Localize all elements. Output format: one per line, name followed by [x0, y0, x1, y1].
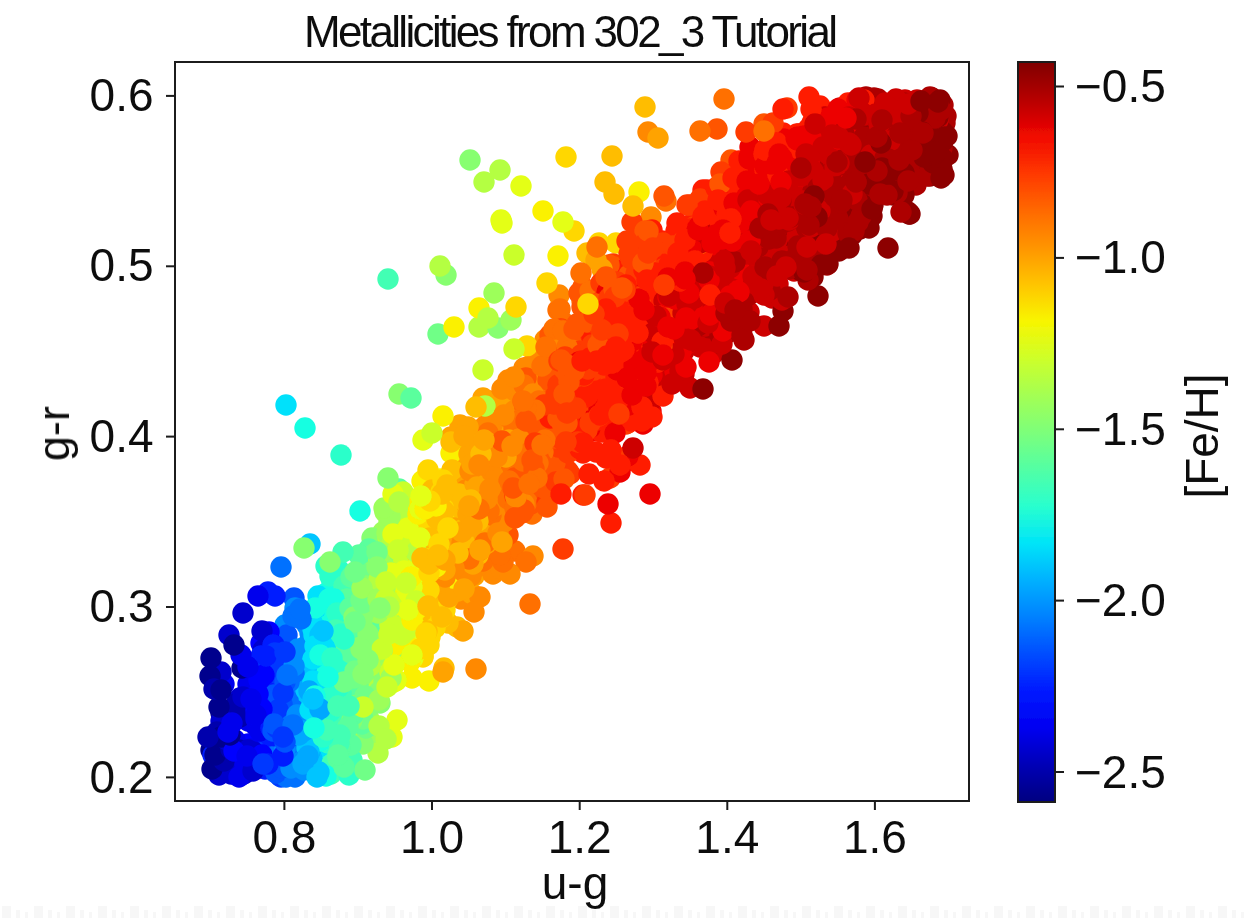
svg-text:1.0: 1.0	[400, 811, 464, 863]
svg-text:u-g: u-g	[542, 857, 608, 909]
svg-text:0.5: 0.5	[90, 239, 154, 291]
svg-text:−2.0: −2.0	[1075, 574, 1166, 626]
svg-text:1.4: 1.4	[695, 811, 759, 863]
svg-text:−1.0: −1.0	[1075, 231, 1166, 283]
svg-text:1.6: 1.6	[843, 811, 907, 863]
svg-text:−2.5: −2.5	[1075, 746, 1166, 798]
svg-text:−0.5: −0.5	[1075, 60, 1166, 112]
svg-text:−1.5: −1.5	[1075, 403, 1166, 455]
svg-text:1.2: 1.2	[548, 811, 612, 863]
svg-text:[Fe/H]: [Fe/H]	[1176, 373, 1228, 498]
svg-text:Metallicities from 302_3 Tutor: Metallicities from 302_3 Tutorial	[304, 7, 838, 56]
svg-text:0.8: 0.8	[252, 811, 316, 863]
svg-text:0.6: 0.6	[90, 69, 154, 121]
svg-text:0.4: 0.4	[90, 410, 154, 462]
svg-text:g-r: g-r	[28, 406, 79, 461]
svg-text:0.2: 0.2	[90, 751, 154, 803]
svg-text:0.3: 0.3	[90, 580, 154, 632]
